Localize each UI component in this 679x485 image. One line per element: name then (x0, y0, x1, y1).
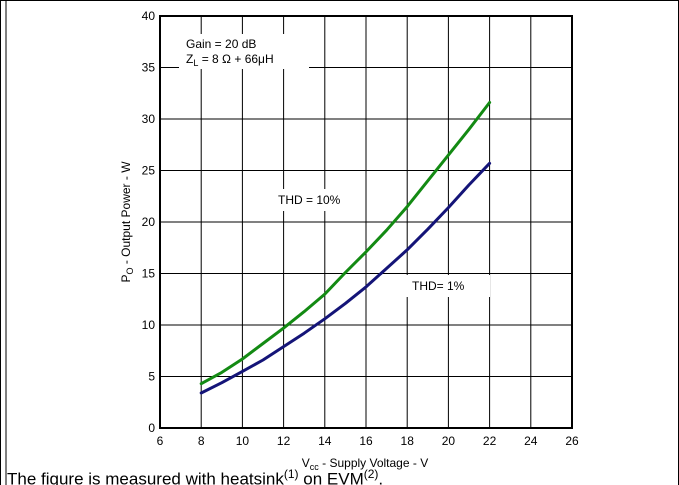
label-box-thd-1 (404, 275, 490, 297)
chart-area: 6 8 10 12 14 16 18 20 22 24 26 0 5 10 15 20 25 30 35 40 Ga… (119, 9, 579, 472)
caption-text-evm: on EVM (298, 469, 364, 485)
x-tick-label: 18 (401, 434, 415, 448)
figure-caption: The figure is measured with heatsink(1) … (7, 462, 667, 485)
x-tick-label: 16 (359, 434, 373, 448)
grid-lines (160, 16, 572, 428)
x-tick-label: 20 (442, 434, 456, 448)
series-line-thd-10 (199, 101, 492, 386)
x-tick-label: 8 (198, 434, 205, 448)
x-tick-labels: 6 8 10 12 14 16 18 20 22 24 26 (157, 434, 579, 448)
y-tick-label: 10 (142, 318, 156, 332)
y-tick-label: 25 (142, 164, 156, 178)
y-tick-labels: 0 5 10 15 20 25 30 35 40 (142, 9, 156, 435)
y-tick-label: 0 (148, 421, 155, 435)
y-tick-label: 20 (142, 215, 156, 229)
x-tick-label: 12 (277, 434, 291, 448)
caption-period: . (378, 469, 384, 485)
y-axis-label: PO - Output Power - W (119, 161, 135, 283)
annotation-load-impedance: ZL = 8 Ω + 66μH (186, 52, 274, 68)
y-tick-label: 30 (142, 112, 156, 126)
series-label-thd-10: THD = 10% (278, 193, 341, 207)
x-axis-label: Vcc - Supply Voltage - V (302, 456, 428, 472)
plot-border (159, 15, 573, 429)
series-lines (199, 101, 492, 395)
x-tick-label: 22 (483, 434, 497, 448)
annotation-gain: Gain = 20 dB (186, 37, 256, 51)
series-label-thd-1: THD= 1% (412, 279, 465, 293)
caption-text: The figure is measured with heatsink (7, 469, 284, 485)
x-tick-label: 24 (524, 434, 538, 448)
x-tick-label: 14 (318, 434, 332, 448)
y-tick-label: 15 (142, 267, 156, 281)
footnote-ref-1[interactable]: (1) (283, 467, 299, 481)
x-tick-label: 6 (157, 434, 164, 448)
y-tick-label: 40 (142, 9, 156, 23)
y-tick-label: 5 (148, 370, 155, 384)
annotation-box-conditions (179, 34, 309, 69)
y-tick-label: 35 (142, 61, 156, 75)
label-box-thd-10 (271, 189, 365, 211)
series-line-thd-1 (199, 161, 492, 395)
x-tick-label: 26 (565, 434, 579, 448)
x-tick-label: 10 (236, 434, 250, 448)
footnote-ref-2[interactable]: (2) (363, 467, 379, 481)
